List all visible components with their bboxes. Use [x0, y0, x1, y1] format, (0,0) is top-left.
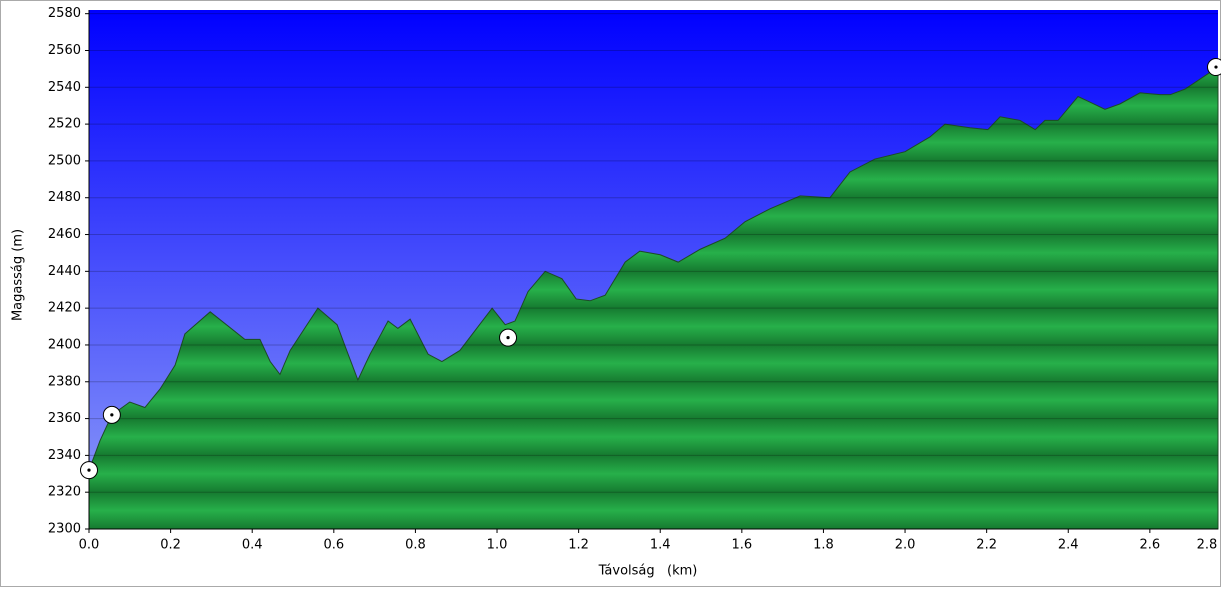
x-tick-label: 2.6: [1140, 538, 1161, 553]
x-tick-label: 1.4: [650, 538, 671, 553]
y-tick-label: 2320: [48, 485, 81, 500]
y-tick-label: 2480: [48, 190, 81, 205]
x-tick-label: 1.0: [487, 538, 508, 553]
y-tick-label: 2380: [48, 374, 81, 389]
x-tick-label: 0.2: [160, 538, 181, 553]
waypoint-dot: [506, 336, 509, 339]
waypoint-dot: [87, 469, 90, 472]
y-tick-label: 2460: [48, 227, 81, 242]
y-tick-label: 2300: [48, 522, 81, 537]
x-tick-label: 1.8: [813, 538, 834, 553]
x-tick-label: 0.6: [323, 538, 344, 553]
x-tick-label: 0.8: [405, 538, 426, 553]
waypoint-dot: [110, 413, 113, 416]
x-tick-label: 2.4: [1058, 538, 1079, 553]
y-tick-label: 2360: [48, 411, 81, 426]
x-tick-label: 1.2: [568, 538, 589, 553]
y-tick-label: 2540: [48, 80, 81, 95]
waypoint-dot: [1214, 65, 1217, 68]
y-tick-label: 2340: [48, 448, 81, 463]
x-tick-label: 2.8: [1197, 538, 1218, 553]
x-axis-label: Távolság (km): [598, 564, 698, 579]
x-tick-label: 2.2: [976, 538, 997, 553]
y-tick-label: 2580: [48, 6, 81, 21]
x-tick-label: 0.4: [242, 538, 263, 553]
y-tick-label: 2560: [48, 43, 81, 58]
y-tick-label: 2400: [48, 337, 81, 352]
y-tick-label: 2440: [48, 264, 81, 279]
y-axis-label: Magasság (m): [11, 229, 26, 321]
y-tick-label: 2520: [48, 117, 81, 132]
waypoint: [1208, 59, 1221, 76]
y-tick-label: 2420: [48, 301, 81, 316]
y-tick-label: 2500: [48, 153, 81, 168]
x-tick-label: 1.6: [731, 538, 752, 553]
x-tick-label: 0.0: [79, 538, 100, 553]
x-tick-label: 2.0: [895, 538, 916, 553]
